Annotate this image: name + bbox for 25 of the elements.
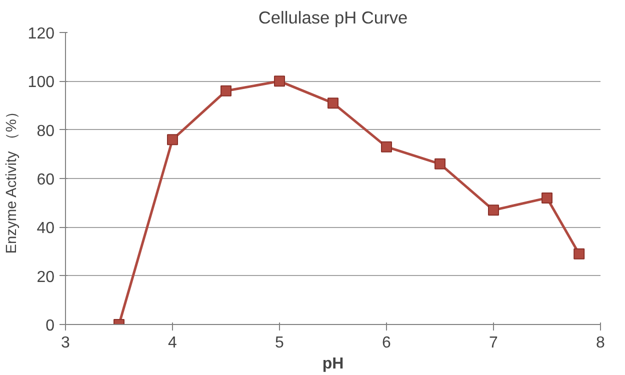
y-tick-label: 80 [36,122,55,140]
x-tick-label: 4 [168,334,178,352]
y-axis-title: Enzyme Activity （%） [4,104,20,254]
chart-title: Cellulase pH Curve [258,8,408,28]
x-tick-label: 6 [382,334,392,352]
x-tick-label: 5 [275,334,284,352]
y-tick-label: 60 [36,172,55,188]
y-tick-label: 120 [28,26,55,42]
point [488,204,499,216]
y-tick-label: 20 [36,268,55,286]
point [574,248,585,260]
x-tick-label: 3 [61,334,70,352]
point [434,158,446,170]
x-tick-label: 7 [489,334,498,352]
y-tick-label: 40 [36,220,55,238]
x-axis-title: pH [322,356,344,372]
point [328,98,338,109]
x-tick-label: 8 [596,334,606,352]
point [274,76,285,87]
point [167,134,178,146]
point [220,85,232,96]
y-tick-label: 0 [46,318,55,334]
point [542,192,552,204]
y-tick-label: 100 [28,74,55,92]
point [381,141,392,152]
